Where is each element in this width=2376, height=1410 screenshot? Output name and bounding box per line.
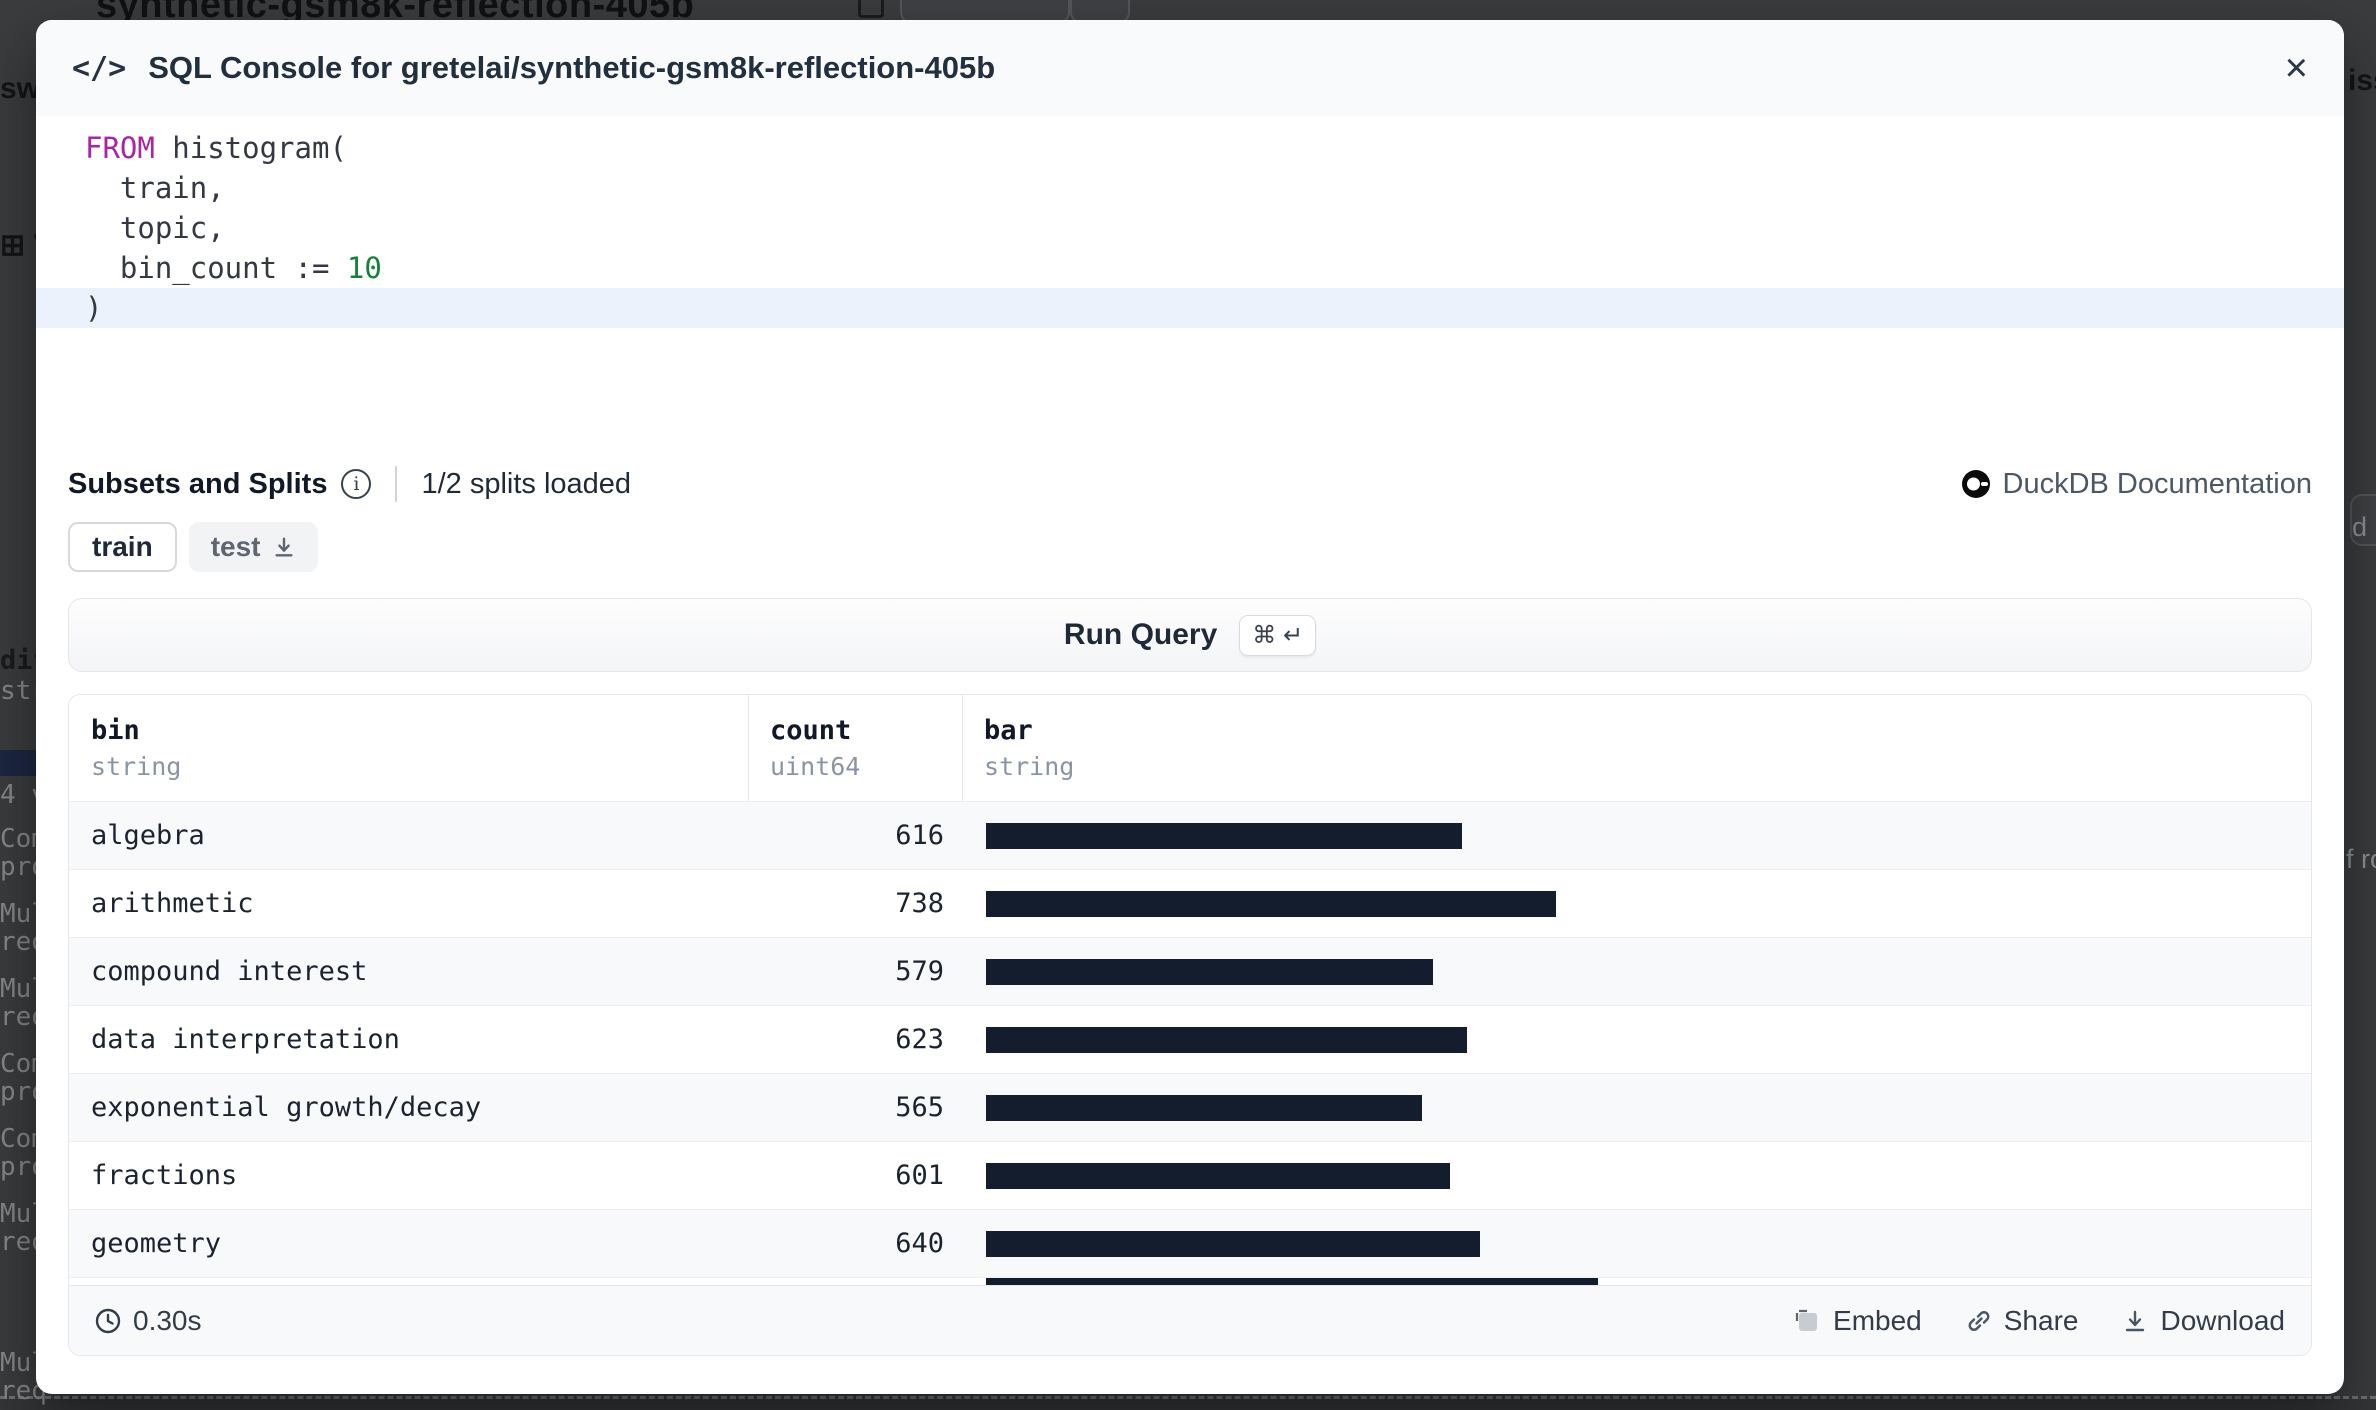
background-footer-area — [0, 1399, 2376, 1410]
keyboard-shortcut-badge: ⌘ ↵ — [1239, 614, 1317, 656]
copy-icon — [858, 0, 884, 18]
cell-count: 616 — [895, 820, 944, 851]
code-line-2: train, — [85, 171, 225, 205]
share-link-icon — [1968, 1310, 1990, 1331]
query-duration: 0.30s — [95, 1305, 202, 1337]
cell-bar — [986, 1278, 1598, 1287]
table-body: algebra 616 arithmetic 738 compound interest… — [69, 801, 2311, 1287]
column-header-count: count uint64 — [770, 715, 861, 781]
table-row: algebra 616 — [69, 801, 2311, 869]
modal-header: </> SQL Console for gretelai/synthetic-g… — [36, 20, 2344, 116]
background-selected-row — [0, 750, 36, 776]
cell-count: 623 — [895, 1024, 944, 1055]
subsets-and-splits-row: Subsets and Splits i 1/2 splits loaded D… — [68, 464, 2312, 504]
info-icon[interactable]: i — [341, 469, 372, 499]
subsets-label: Subsets and Splits — [68, 467, 328, 500]
cell-bar — [986, 823, 1462, 849]
background-text-fragment: d — [2352, 512, 2368, 542]
cell-bin: geometry — [91, 1228, 222, 1259]
code-icon: </> — [72, 50, 127, 86]
tab-test[interactable]: test — [188, 522, 319, 572]
results-footer-bar: 0.30s Embed Share — [69, 1285, 2311, 1355]
table-row: arithmetic 738 — [69, 869, 2311, 937]
query-duration-value: 0.30s — [133, 1304, 202, 1336]
cell-count: 601 — [895, 1160, 944, 1191]
query-results-table: bin string count uint64 bar string algeb… — [68, 694, 2312, 1356]
cell-bin: algebra — [91, 820, 205, 851]
background-text-fragment: f row — [2346, 844, 2376, 874]
share-label: Share — [2003, 1304, 2079, 1336]
duckdb-logo-icon — [1961, 470, 1990, 498]
tab-label: test — [210, 531, 261, 562]
table-row: geometry 640 — [69, 1209, 2311, 1277]
divider — [395, 466, 398, 502]
background-button-pill — [2350, 494, 2376, 546]
cell-bar — [986, 891, 1556, 917]
code-line-5: ) — [36, 288, 2344, 328]
close-icon[interactable]: × — [2284, 46, 2308, 90]
column-header-bin: bin string — [91, 715, 182, 781]
table-row: data interpretation 623 — [69, 1005, 2311, 1073]
table-row: compound interest 579 — [69, 937, 2311, 1005]
table-row-partial — [69, 1277, 2311, 1287]
tab-label: train — [92, 531, 153, 562]
background-dashed-divider — [0, 1396, 2376, 1399]
cell-bar — [986, 1231, 1480, 1257]
sql-editor[interactable]: FROM histogram( train, topic, bin_count … — [36, 128, 2344, 328]
download-label: Download — [2160, 1304, 2285, 1336]
run-query-button[interactable]: Run Query ⌘ ↵ — [68, 598, 2312, 672]
cell-bin: fractions — [91, 1160, 238, 1191]
cell-bar — [986, 1095, 1422, 1121]
sql-console-modal: </> SQL Console for gretelai/synthetic-g… — [36, 20, 2344, 1394]
duckdb-link-label: DuckDB Documentation — [2002, 467, 2312, 500]
code-line-4: bin_count := 10 — [85, 251, 382, 285]
table-header-row: bin string count uint64 bar string — [69, 695, 2311, 801]
run-query-label: Run Query — [1063, 618, 1218, 651]
column-header-bar: bar string — [984, 715, 1075, 781]
cell-count: 565 — [895, 1092, 944, 1123]
cell-bin: exponential growth/decay — [91, 1092, 482, 1123]
cell-bar — [986, 1163, 1450, 1189]
embed-icon — [1795, 1309, 1818, 1331]
cell-bin: compound interest — [91, 956, 368, 987]
background-text-fragment: sw — [0, 72, 41, 105]
duckdb-documentation-link[interactable]: DuckDB Documentation — [1961, 468, 2312, 501]
splits-loaded-status: 1/2 splits loaded — [421, 467, 632, 500]
table-row: fractions 601 — [69, 1141, 2311, 1209]
code-line-1: FROM histogram( — [85, 131, 347, 165]
download-button[interactable]: Download — [2122, 1305, 2285, 1337]
code-line-3: topic, — [85, 211, 225, 245]
share-button[interactable]: Share — [1966, 1304, 2079, 1337]
modal-title: SQL Console for gretelai/synthetic-gsm8k… — [148, 50, 996, 85]
cell-count: 640 — [895, 1228, 944, 1259]
cell-bin: data interpretation — [91, 1024, 400, 1055]
cell-count: 738 — [895, 888, 944, 919]
download-icon — [275, 537, 294, 557]
table-row: exponential growth/decay 565 — [69, 1073, 2311, 1141]
download-icon — [2126, 1310, 2145, 1331]
split-tabs: train test — [68, 522, 319, 572]
cell-count: 579 — [895, 956, 944, 987]
background-text-fragment: issa — [2348, 64, 2376, 97]
embed-button[interactable]: Embed — [1795, 1305, 1922, 1337]
tab-train[interactable]: train — [68, 522, 177, 572]
cell-bar — [986, 959, 1433, 985]
cell-bar — [986, 1027, 1467, 1053]
embed-label: Embed — [1833, 1304, 1922, 1336]
cell-bin: arithmetic — [91, 888, 254, 919]
clock-icon — [95, 1308, 121, 1333]
